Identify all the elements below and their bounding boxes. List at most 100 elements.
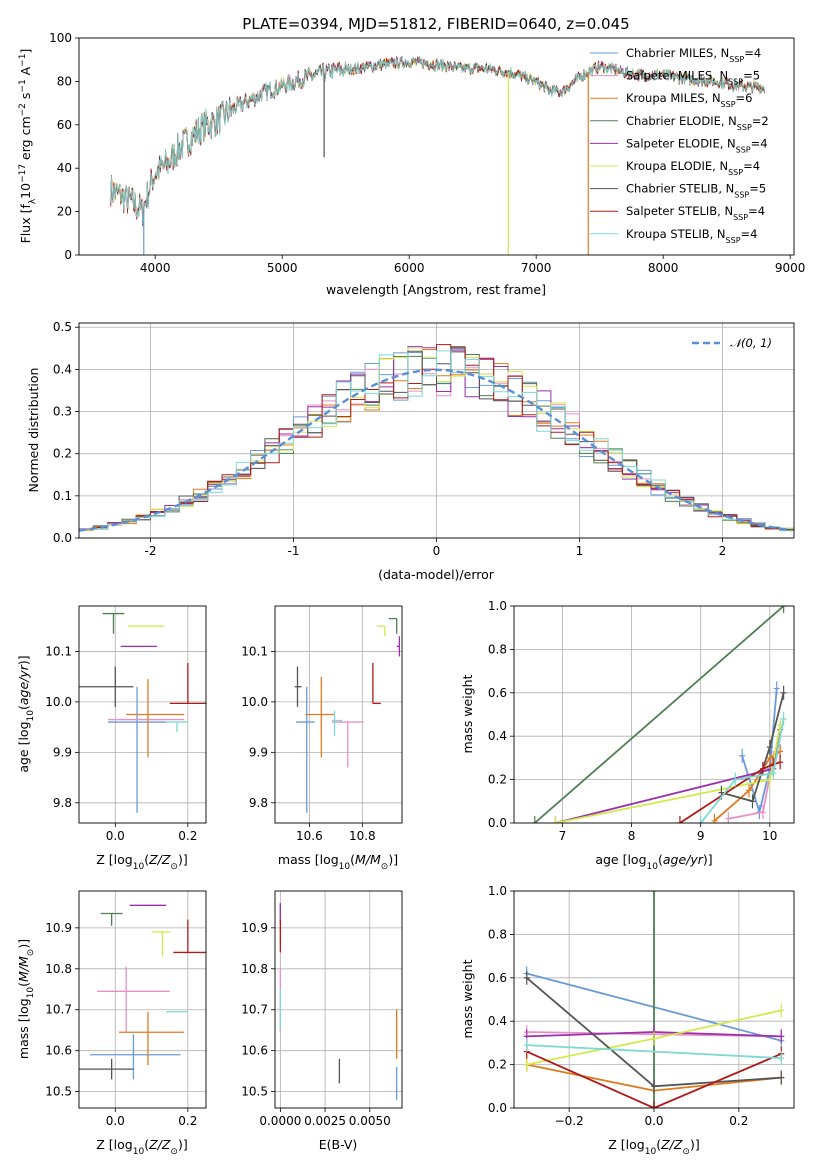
y-tick-label: 10.0 (241, 695, 268, 709)
axes-frame (78, 605, 207, 824)
plot-area (523, 891, 785, 1108)
errorbar-chabrier-stelib (79, 666, 134, 707)
errorbar-kroupa-elodie (151, 931, 170, 957)
label-part: M/M (355, 852, 381, 867)
weight-series-chabrier-stelib (523, 970, 785, 1094)
y-tick-label: 40 (57, 161, 72, 175)
legend-entry: Chabrier MILES, NSSP=4 (626, 46, 761, 64)
axes-frame (274, 890, 403, 1109)
errorbar-salpeter-stelib (173, 919, 206, 954)
legend-entry: Salpeter STELIB, NSSP=4 (626, 204, 765, 222)
y-tick-label: 0.4 (488, 1014, 507, 1028)
errorbar-chabrier-stelib (79, 1058, 134, 1080)
y-axis-label: mass weight (460, 674, 475, 753)
legend-sub: SSP (728, 77, 743, 86)
legend-model: Kroupa MILES, N (626, 91, 721, 105)
errorbar-kroupa-stelib (331, 710, 343, 736)
label-part: 10 (26, 710, 36, 722)
label-part: 10 (26, 987, 36, 999)
y-tick-label: 1.0 (488, 884, 507, 898)
axes-frame (513, 890, 795, 1109)
plot-area (79, 612, 206, 813)
plot-area (531, 606, 787, 823)
x-tick-label: 0.0000 (259, 1114, 301, 1128)
axes-frame (78, 322, 795, 539)
plot-area (110, 55, 765, 255)
axes-mass_vs_Z: 0.0 0.210.510.610.710.810.9Z [log10(Z/Z⊙)… (16, 890, 207, 1157)
legend-sub: SSP (726, 235, 741, 244)
label-part: age [log (16, 721, 31, 772)
x-tick-label: -2 (145, 544, 157, 558)
y-axis-label: Normed distribution (26, 368, 41, 493)
y-tick-label: 10.8 (241, 962, 268, 976)
x-tick-label: 2 (719, 544, 727, 558)
legend-model: Chabrier ELODIE, N (626, 114, 737, 128)
label-part: Z [log (96, 1137, 132, 1152)
legend-sub: SSP (734, 190, 749, 199)
label-part: ( (144, 1137, 149, 1152)
label-part: age/yr (16, 664, 31, 705)
y-tick-label: 0.6 (488, 971, 507, 985)
y-axis-label: mass weight (460, 959, 475, 1038)
label-part: age/yr (663, 852, 704, 867)
label-part: mass [log (278, 852, 339, 867)
legend-sub: SSP (728, 168, 743, 177)
axes-frame (78, 37, 795, 256)
y-tick-label: 0.3 (53, 405, 72, 419)
legend-value: =6 (736, 91, 753, 105)
x-tick-label: 10.8 (349, 829, 376, 843)
label-part: 10 (133, 1147, 145, 1157)
legend-value: =4 (751, 136, 768, 150)
errorbar-chabrier-elodie (100, 912, 123, 926)
label-part: A (18, 66, 33, 79)
label-part: Z/Z (660, 1137, 683, 1152)
hist-salpeter-stelib (79, 344, 794, 531)
y-tick-label: 9.8 (249, 796, 268, 810)
y-axis-label: age [log10(age/yr)] (16, 655, 36, 772)
label-part: age [log (595, 852, 646, 867)
axes-age_vs_mass: 10.6 10.8 9.8 9.9 10.0 10.1 mass [log10(M/M⊙)] (241, 605, 403, 872)
legend-entry: Salpeter MILES, NSSP=5 (626, 69, 760, 87)
label-part: )] (690, 1137, 700, 1152)
errorbar-chabrier-stelib (294, 666, 302, 707)
label-part: ⊙ (26, 949, 36, 957)
weight-line (526, 1044, 782, 1059)
x-tick-label: 5000 (267, 261, 298, 275)
errorbar-kroupa-elodie (376, 625, 386, 637)
label-part: −17 (18, 164, 28, 183)
y-tick-label: 0.6 (488, 686, 507, 700)
y-tick-label: 0.0 (488, 1101, 507, 1115)
legend-entry: Salpeter ELODIE, NSSP=4 (626, 136, 768, 154)
x-tick-label: 1 (576, 544, 584, 558)
weight-line (534, 606, 785, 823)
y-tick-label: 0.4 (488, 729, 507, 743)
errorbar-chabrier-elodie (102, 612, 125, 634)
legend-value: =5 (749, 182, 766, 196)
legend-model: Chabrier MILES, N (626, 46, 729, 60)
y-tick-label: 0.1 (53, 489, 72, 503)
plot-area (279, 903, 398, 1100)
weight-series-kroupa-stelib (697, 711, 787, 823)
label-part: s (18, 93, 33, 104)
label-part: ( (144, 852, 149, 867)
x-axis-label: age [log10(age/yr)] (595, 852, 712, 872)
x-tick-label: 7000 (521, 261, 552, 275)
errorbar-salpeter-miles (97, 966, 170, 1033)
errorbar-kroupa-miles (305, 676, 335, 758)
label-part: )] (388, 852, 398, 867)
label-part: λ (28, 198, 38, 204)
x-tick-label: -1 (288, 544, 300, 558)
y-tick-label: 0.4 (53, 362, 72, 376)
legend-model: Kroupa STELIB, N (626, 227, 726, 241)
label-part: Z/Z (148, 1137, 171, 1152)
label-part: 10 (645, 1147, 657, 1157)
y-tick-label: 0.8 (488, 927, 507, 941)
y-tick-label: 9.9 (53, 745, 72, 759)
legend-normal-label: 𝒩(0, 1) (730, 336, 772, 350)
y-tick-label: 80 (57, 74, 72, 88)
x-tick-label: 4000 (140, 261, 171, 275)
weight-line (526, 1050, 782, 1108)
weight-series-kroupa-elodie (523, 1003, 785, 1072)
x-tick-label: 0.2 (178, 829, 197, 843)
